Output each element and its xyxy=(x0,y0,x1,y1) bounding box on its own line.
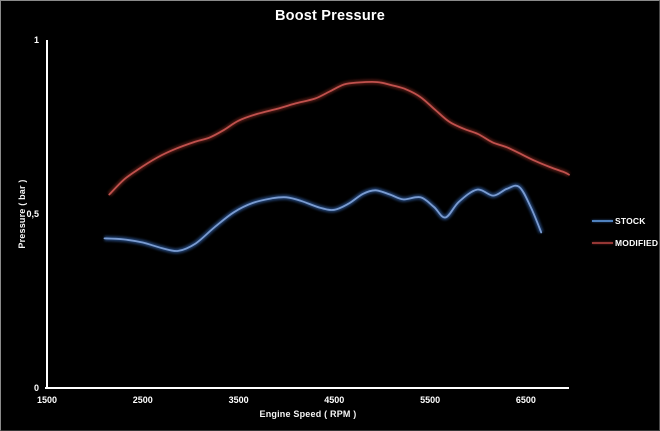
modified-line-swatch xyxy=(592,242,613,244)
x-axis-title: Engine Speed ( RPM ) xyxy=(259,409,357,419)
legend: STOCK MODIFIED xyxy=(592,216,658,248)
legend-label-stock: STOCK xyxy=(615,216,646,226)
series-glow-stock xyxy=(104,183,544,254)
y-tick-label: 0 xyxy=(33,383,39,393)
x-tick-label: 2500 xyxy=(132,395,153,405)
series-glow-modified xyxy=(107,79,571,197)
series-line-modified xyxy=(108,80,570,196)
series-line-stock xyxy=(103,184,543,252)
legend-label-modified: MODIFIED xyxy=(615,238,659,248)
y-tick-label: 1 xyxy=(33,35,39,45)
x-tick-label: 4500 xyxy=(324,395,345,405)
chart-title: Boost Pressure xyxy=(275,8,385,24)
stock-line-swatch xyxy=(592,220,613,222)
x-tick-label: 6500 xyxy=(515,395,536,405)
legend-item-modified: MODIFIED xyxy=(592,238,658,248)
x-tick-label: 5500 xyxy=(420,395,441,405)
x-tick-label: 3500 xyxy=(228,395,249,405)
legend-item-stock: STOCK xyxy=(592,216,658,226)
x-tick-label: 1500 xyxy=(36,395,58,405)
y-tick-label: 0,5 xyxy=(26,209,39,219)
